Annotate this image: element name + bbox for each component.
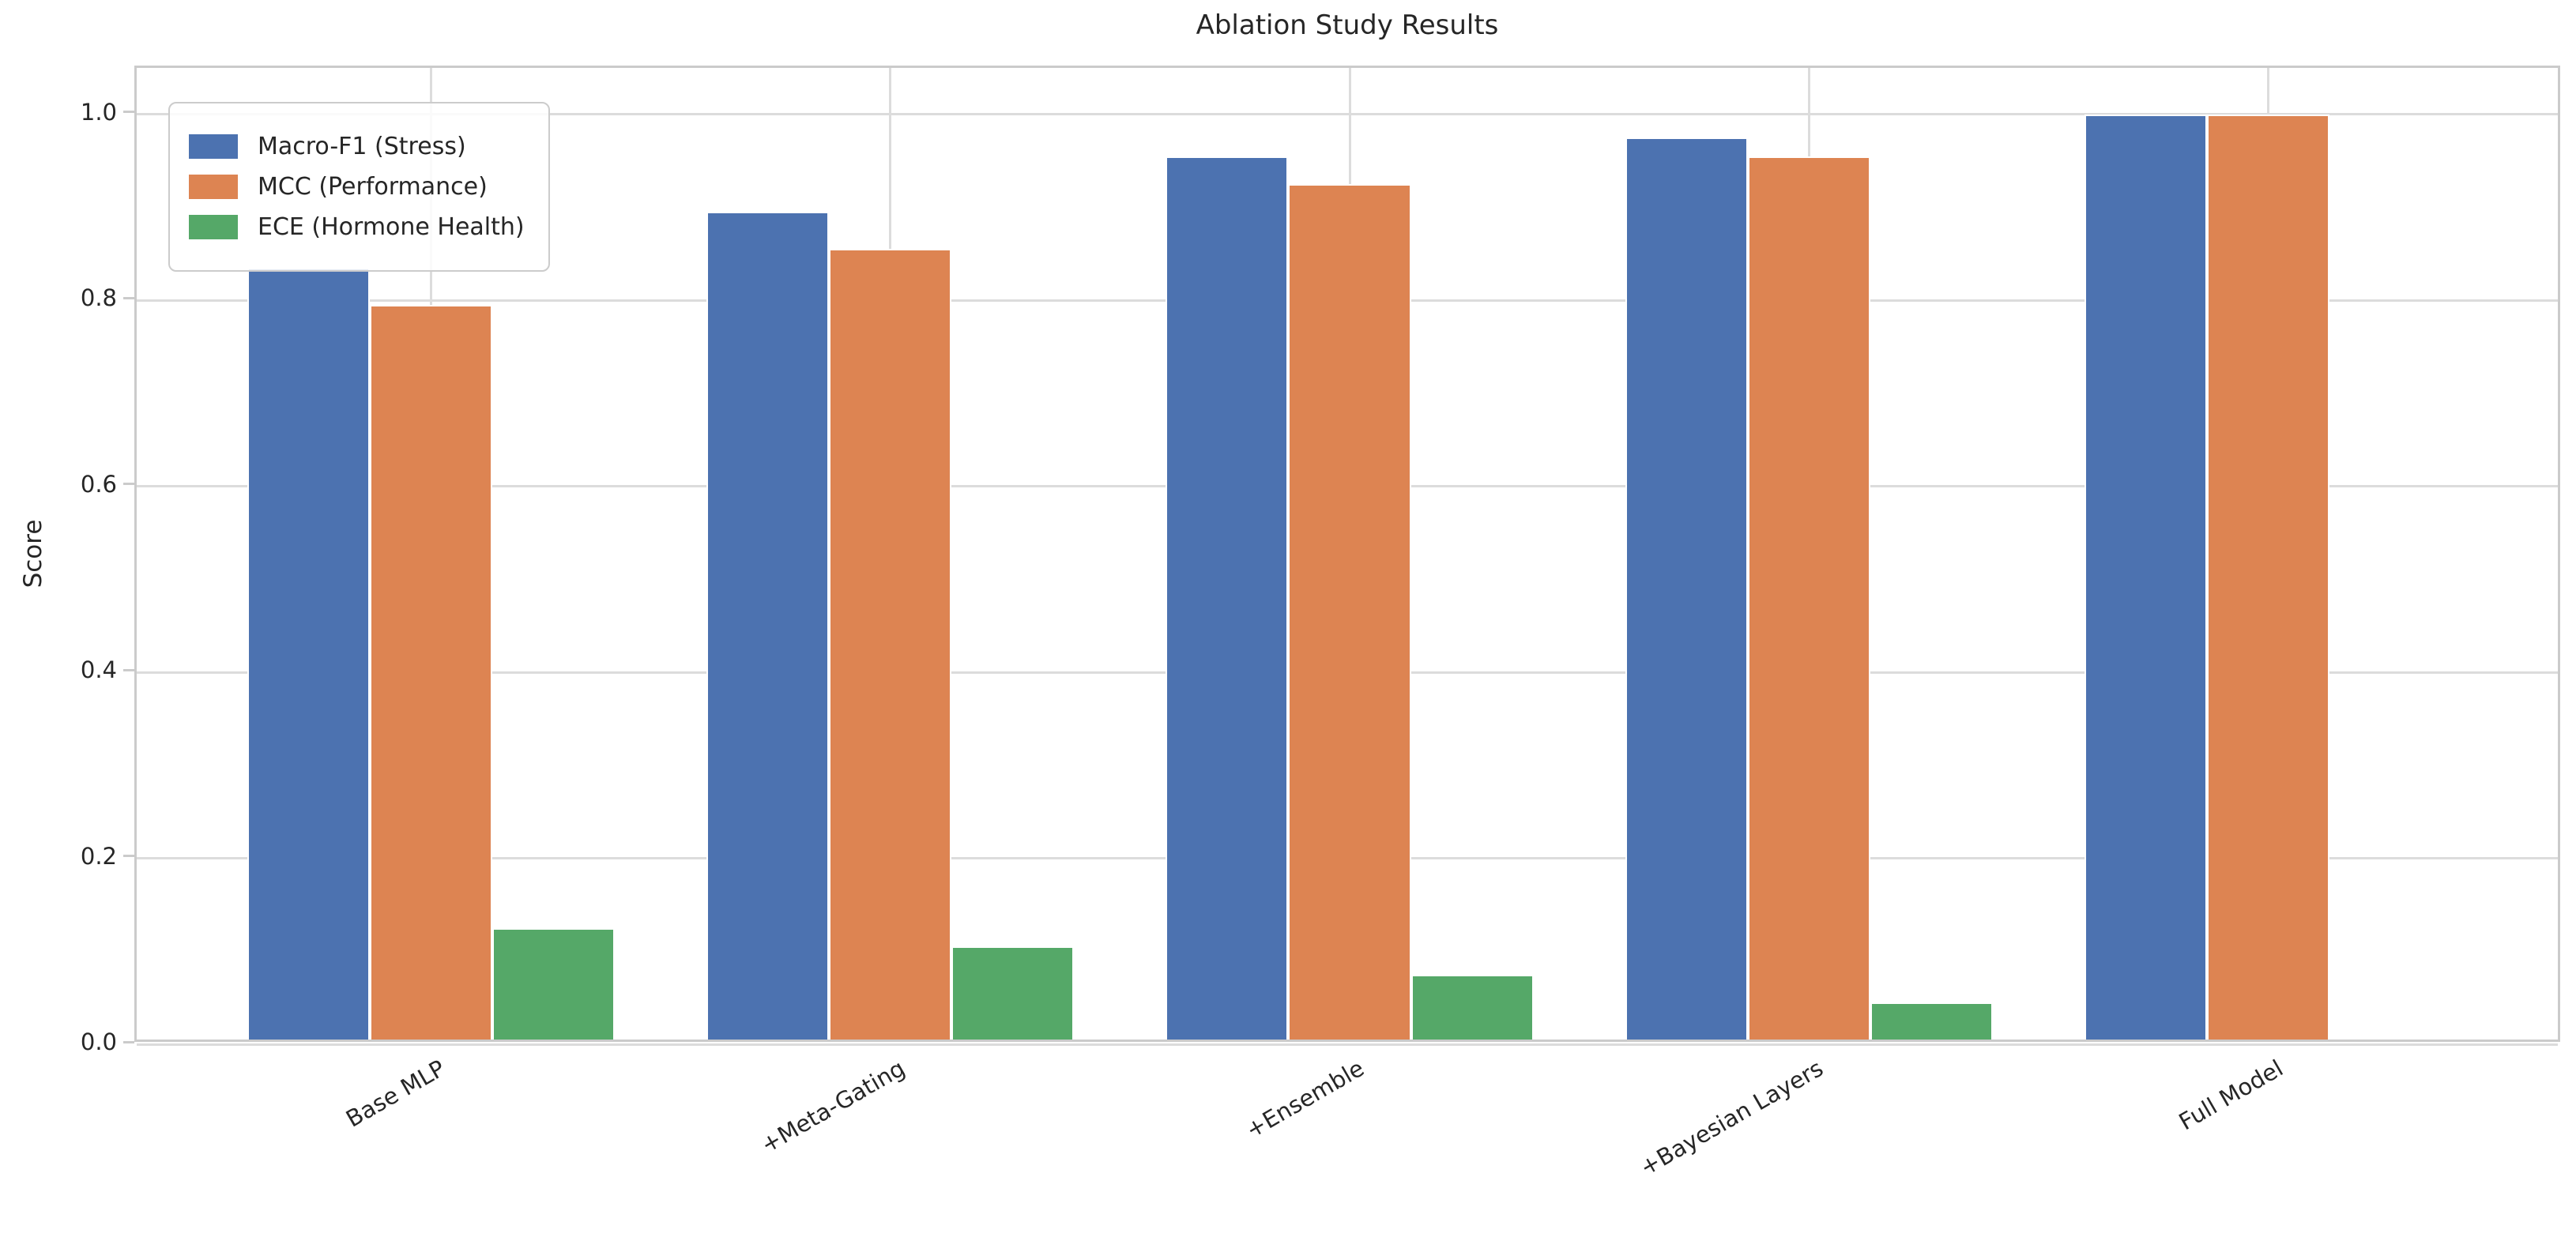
y-tick-label: 0.6 [80,470,117,498]
y-tick-mark [123,855,134,858]
chart-title: Ablation Study Results [1196,9,1499,41]
bar [1747,156,1870,1040]
bar [247,267,370,1040]
y-tick-mark [123,668,134,671]
y-tick-label: 1.0 [80,98,117,126]
legend-label: Macro-F1 (Stress) [258,133,466,160]
legend-swatch [189,215,238,239]
y-tick-mark [123,296,134,299]
legend-item: ECE (Hormone Health) [189,212,525,242]
legend: Macro-F1 (Stress) MCC (Performance) ECE (H… [168,102,550,272]
y-tick-mark [123,1040,134,1043]
bar [1166,156,1289,1040]
legend-label: MCC (Performance) [258,173,488,201]
bar [706,212,830,1040]
plot-area [134,66,2560,1046]
legend-item: Macro-F1 (Stress) [189,132,525,161]
y-tick-label: 0.4 [80,656,117,684]
gridline-horizontal [137,113,2558,116]
bar [369,305,492,1040]
y-tick-mark [123,483,134,486]
y-tick-label: 0.2 [80,842,117,870]
bar [1288,184,1411,1040]
gridline-horizontal [137,1043,2558,1046]
x-tick-label: +Bayesian Layers [1635,1055,1828,1182]
bar [829,249,952,1040]
y-tick-label: 0.0 [80,1028,117,1055]
legend-swatch [189,175,238,199]
x-tick-label: +Meta-Gating [755,1055,910,1159]
y-tick-label: 0.8 [80,284,117,312]
legend-label: ECE (Hormone Health) [258,213,525,241]
legend-item: MCC (Performance) [189,172,525,201]
bar [1625,137,1748,1040]
bar [2207,114,2330,1040]
x-tick-label: Full Model [2174,1055,2288,1136]
bar [1410,974,1534,1040]
x-tick-label: +Ensemble [1241,1055,1369,1144]
bar [491,927,615,1040]
bar [2085,114,2208,1040]
legend-swatch [189,134,238,159]
y-tick-mark [123,111,134,114]
x-tick-label: Base MLP [341,1055,450,1133]
y-axis-label: Score [19,519,47,588]
bar [951,946,1075,1040]
bar [1870,1002,1993,1040]
